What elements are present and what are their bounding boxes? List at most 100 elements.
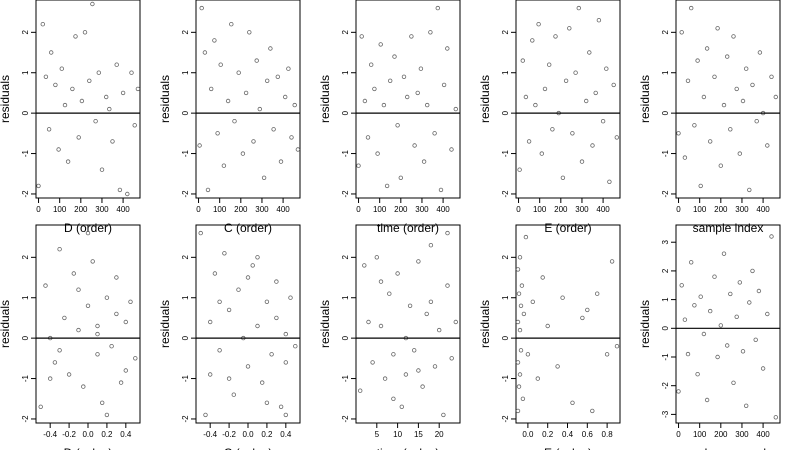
y-tick-label: 0	[501, 335, 510, 340]
x-tick-label: 0	[356, 205, 361, 214]
data-point	[715, 354, 720, 360]
data-point	[523, 94, 529, 100]
data-point	[123, 319, 128, 325]
data-point	[95, 323, 100, 329]
data-point	[712, 74, 717, 79]
x-tick-label: 0	[676, 205, 681, 214]
x-tick-label: 400	[756, 430, 770, 439]
x-tick-label: 0.6	[582, 430, 594, 439]
y-tick-label: -2	[181, 415, 190, 423]
y-tick-label: 1	[181, 295, 190, 300]
data-point	[725, 54, 730, 59]
data-point	[245, 275, 251, 280]
y-tick-label: -1	[661, 149, 670, 157]
data-point	[46, 127, 52, 132]
data-point	[563, 78, 569, 83]
scatter-panel: 0 100 200 300 400 -2 -1 0 1 2 C (order) residuals	[158, 0, 301, 235]
y-tick-label: -2	[21, 190, 30, 198]
y-tick-label: -2	[341, 190, 350, 198]
data-point	[114, 311, 119, 317]
data-point	[49, 50, 54, 55]
x-axis-label: C (value)	[224, 446, 273, 450]
data-point	[765, 311, 770, 317]
x-tick-label: 0.4	[120, 430, 132, 439]
x-tick-label: 400	[436, 205, 450, 214]
data-point	[721, 102, 727, 108]
data-point	[107, 106, 112, 112]
y-tick-label: 3	[661, 239, 670, 244]
data-point	[265, 78, 270, 83]
data-point	[576, 5, 581, 11]
data-point	[293, 344, 298, 349]
data-point	[358, 388, 363, 393]
data-point	[773, 94, 778, 100]
data-point	[278, 404, 284, 409]
data-point	[401, 74, 407, 79]
data-point	[399, 404, 404, 409]
x-tick-label: 200	[394, 205, 408, 214]
data-point	[197, 143, 202, 148]
data-point	[117, 187, 123, 193]
data-point	[205, 187, 211, 193]
data-point	[245, 364, 251, 369]
data-point	[701, 331, 707, 337]
x-tick-label: 400	[276, 205, 290, 214]
data-point	[59, 66, 64, 71]
data-point	[104, 412, 110, 418]
y-axis-label: residuals	[318, 300, 332, 348]
data-point	[580, 315, 585, 321]
scatter-panel: 0 100 200 300 400 -2 -1 0 1 2 time (order) residual…	[318, 0, 461, 235]
data-point	[133, 356, 138, 361]
data-point	[378, 279, 384, 284]
scatter-panel: 5 10 15 20 -2 -1 0 1 2 time (value) residuals	[318, 224, 461, 450]
data-point	[689, 260, 694, 265]
data-point	[56, 147, 61, 152]
data-point	[104, 295, 110, 300]
data-point	[70, 86, 75, 92]
data-point	[207, 319, 213, 325]
data-point	[550, 127, 555, 132]
data-point	[611, 82, 616, 88]
data-point	[584, 98, 589, 104]
data-point	[208, 86, 214, 92]
data-point	[362, 263, 367, 268]
y-tick-label: -1	[21, 149, 30, 157]
data-point	[292, 102, 297, 108]
data-point	[428, 299, 434, 304]
data-point	[93, 118, 98, 124]
data-point	[708, 139, 713, 144]
data-point	[525, 352, 531, 357]
x-tick-label: -0.2	[222, 430, 236, 439]
data-point	[391, 396, 396, 401]
data-point	[125, 191, 130, 197]
data-point	[87, 78, 92, 83]
plot-frame	[355, 0, 461, 199]
data-point	[381, 102, 387, 108]
data-point	[530, 299, 535, 304]
y-tick-label: -3	[661, 410, 670, 418]
data-point	[99, 400, 105, 405]
x-axis-label: D (value)	[64, 446, 113, 450]
data-point	[96, 70, 101, 75]
data-point	[428, 30, 433, 35]
y-tick-label: 0	[501, 110, 510, 115]
data-point	[79, 98, 85, 104]
x-tick-label: 0.0	[242, 430, 254, 439]
plot-frame	[35, 0, 141, 199]
data-point	[264, 299, 270, 304]
data-point	[517, 327, 523, 333]
data-point	[595, 291, 600, 296]
data-point	[533, 102, 538, 108]
data-point	[395, 123, 400, 128]
plot-frame	[355, 224, 461, 424]
data-point	[449, 147, 454, 152]
data-point	[268, 46, 273, 51]
data-point	[744, 66, 749, 71]
x-tick-label: 0	[676, 430, 681, 439]
plot-frame	[35, 224, 141, 424]
y-axis-label: residuals	[638, 75, 652, 123]
y-tick-label: 2	[341, 255, 350, 260]
data-point	[773, 415, 778, 420]
scatter-panel: 0.0 0.2 0.4 0.6 0.8 -2 -1 0 1 2 E (value) residuals	[478, 224, 621, 450]
x-tick-label: 0	[516, 205, 521, 214]
